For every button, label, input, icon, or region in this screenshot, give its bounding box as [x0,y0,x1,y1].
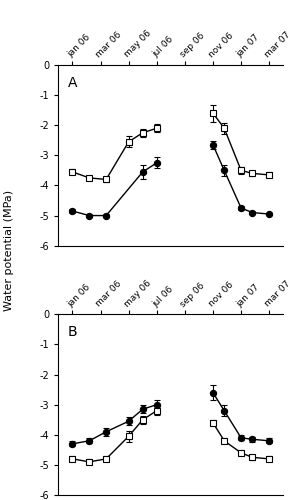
Text: B: B [67,325,77,339]
Text: A: A [67,76,77,90]
Text: Water potential (MPa): Water potential (MPa) [4,190,14,310]
